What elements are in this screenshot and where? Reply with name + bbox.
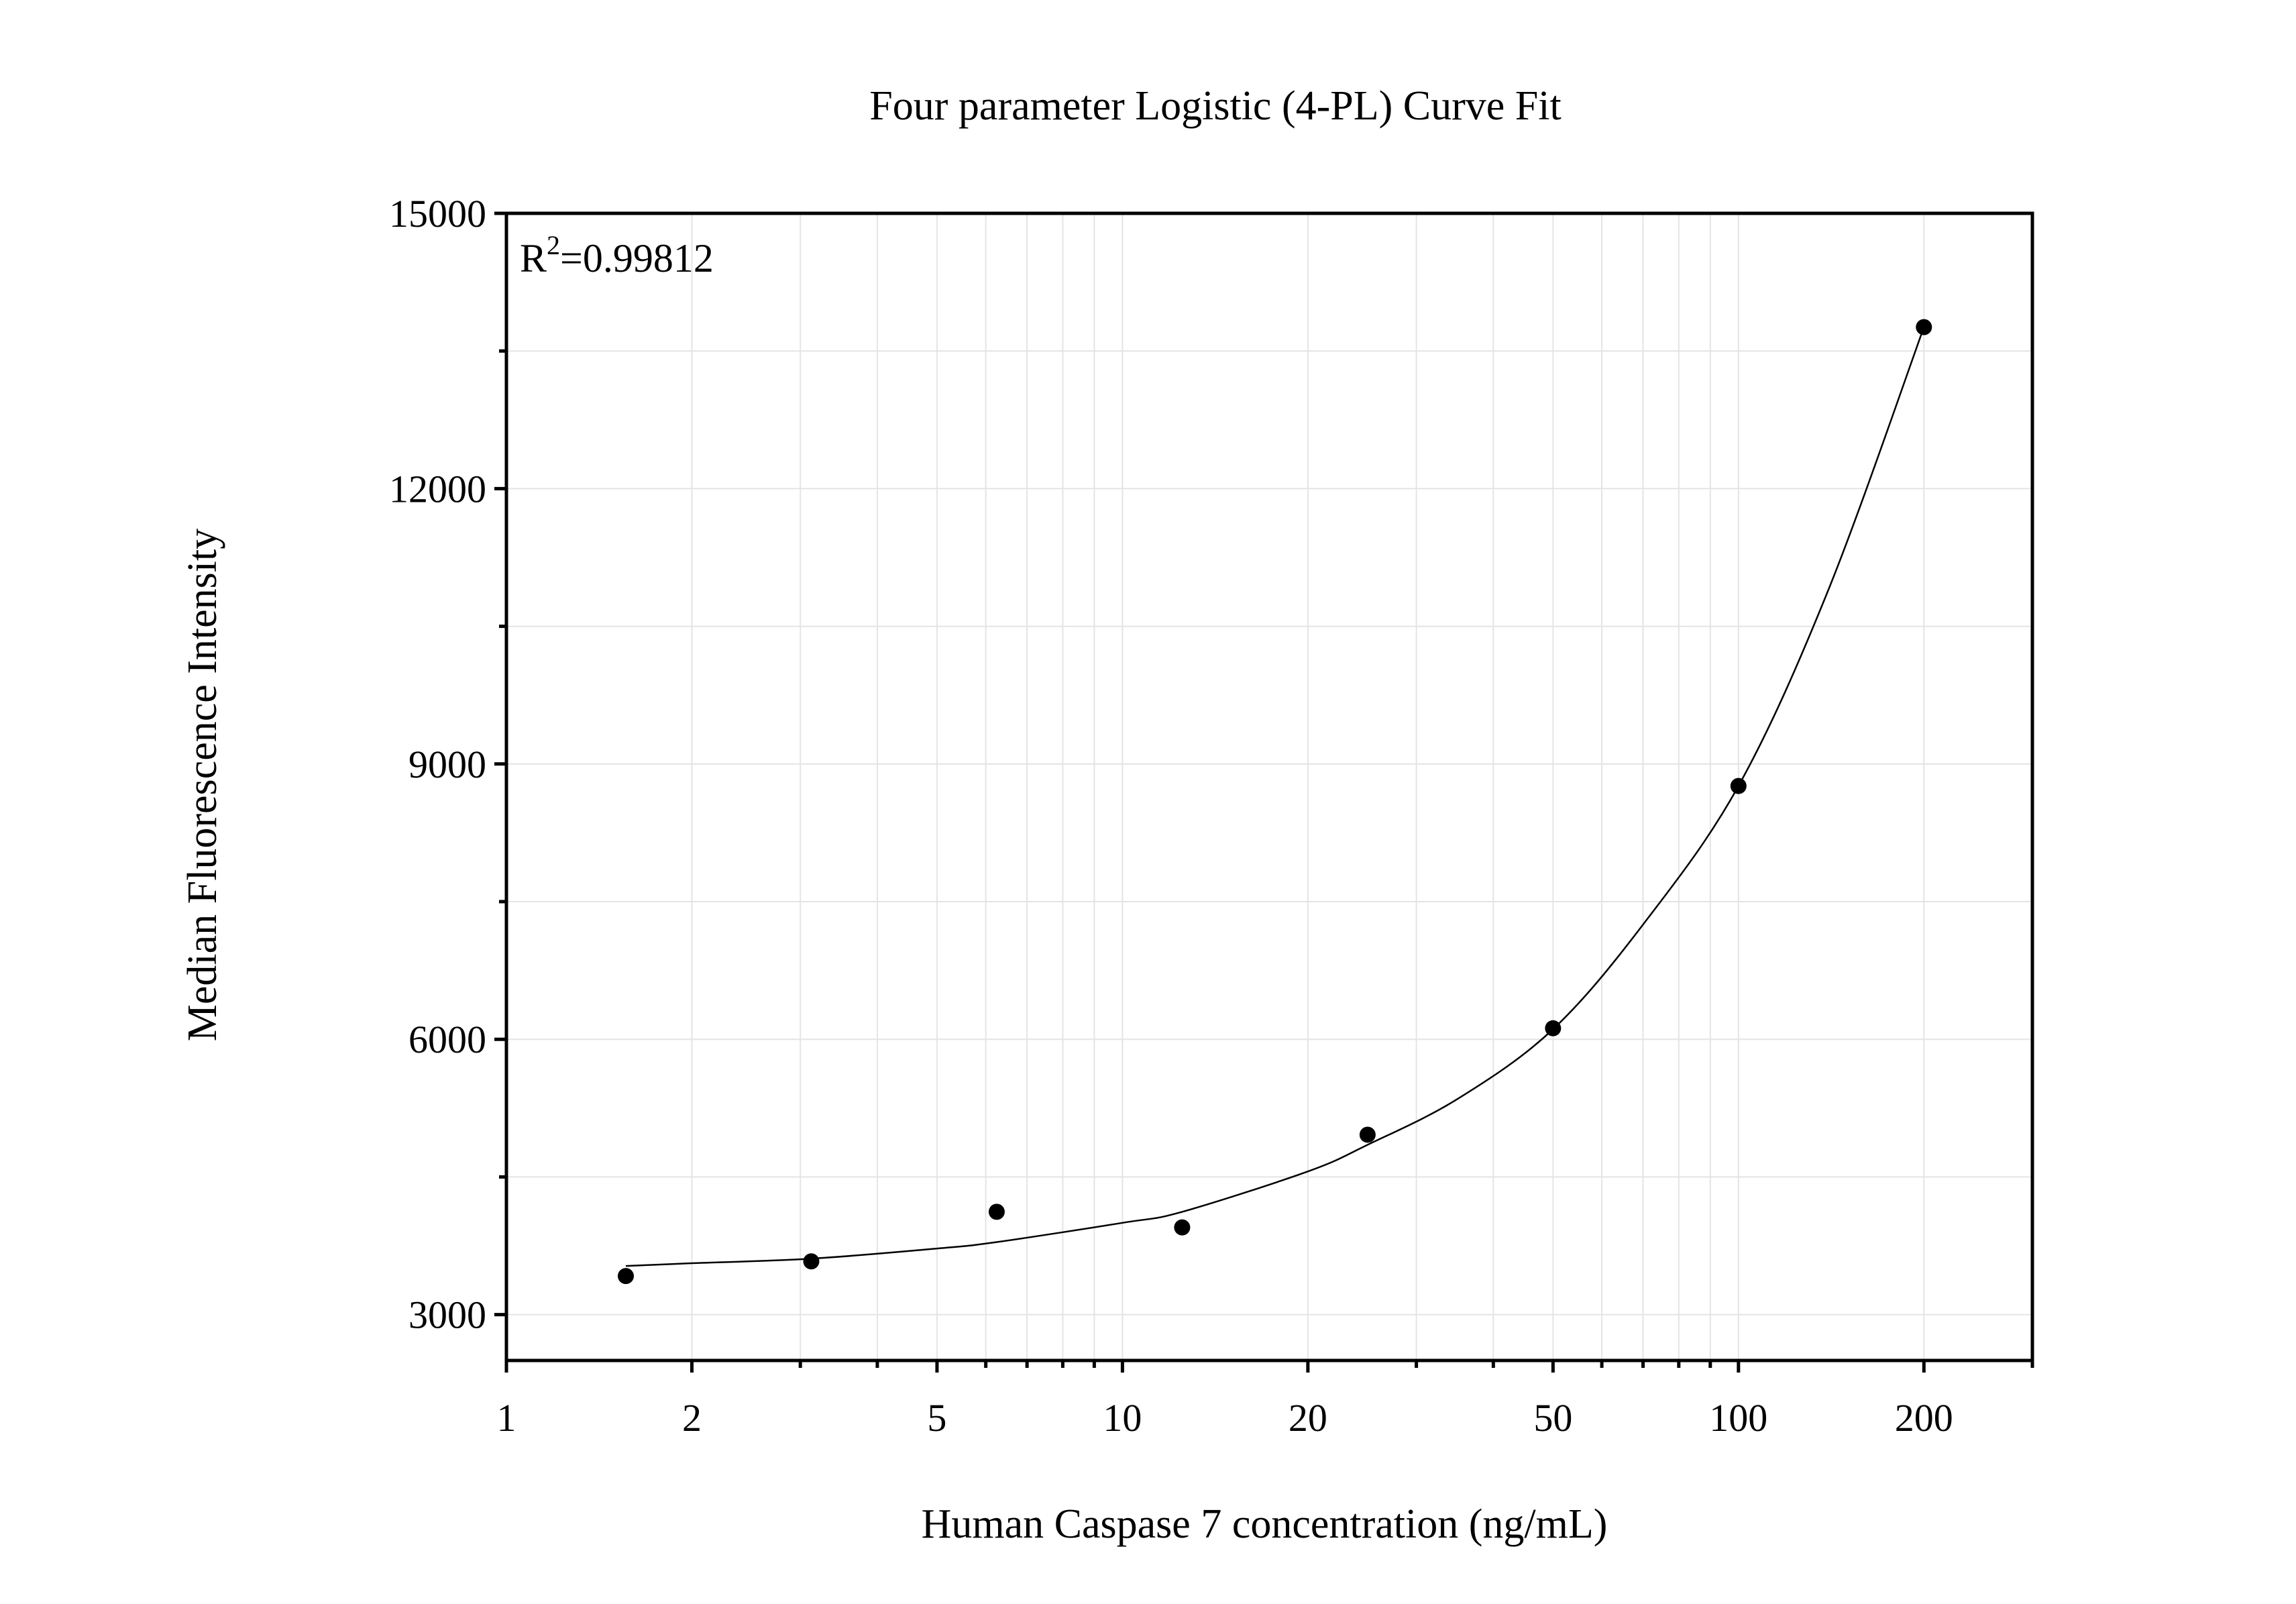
y-tick-labels: 3000 6000 9000 12000 15000	[389, 192, 486, 1337]
r-squared-annotation: R2=0.99812	[520, 230, 714, 280]
x-tick-labels: 1 2 5 10 20 50 100 200	[497, 1396, 1953, 1440]
x-tick-label: 2	[682, 1396, 702, 1440]
x-tick-label: 5	[927, 1396, 946, 1440]
data-point	[1730, 778, 1747, 794]
x-tick-label: 100	[1709, 1396, 1767, 1440]
r-squared-superscript: 2	[547, 230, 560, 260]
x-tick-label: 20	[1289, 1396, 1327, 1440]
grid-lines	[506, 213, 2033, 1360]
x-tick-label: 1	[497, 1396, 516, 1440]
x-axis-title: Human Caspase 7 concentration (ng/mL)	[922, 1501, 1608, 1547]
y-axis-title: Median Fluorescence Intensity	[180, 529, 225, 1041]
y-tick-label: 3000	[408, 1293, 486, 1337]
plot-frame	[504, 211, 2034, 1362]
x-tick-label: 10	[1103, 1396, 1142, 1440]
chart-title: Four parameter Logistic (4-PL) Curve Fit	[869, 83, 1561, 129]
data-point	[1174, 1219, 1191, 1236]
data-point	[1916, 319, 1932, 335]
r-squared-base: R	[520, 236, 547, 280]
y-tick-label: 12000	[389, 467, 486, 511]
data-point	[988, 1204, 1005, 1220]
y-tick-label: 6000	[408, 1018, 486, 1061]
data-points	[618, 319, 1932, 1285]
data-point	[803, 1253, 820, 1270]
y-tick-label: 15000	[389, 192, 486, 235]
axis-ticks	[494, 211, 2034, 1373]
data-point	[618, 1268, 635, 1285]
x-tick-label: 200	[1895, 1396, 1953, 1440]
data-point	[1545, 1020, 1562, 1036]
fit-curve	[625, 327, 1925, 1267]
r-squared-value: =0.99812	[560, 236, 714, 280]
x-tick-label: 50	[1533, 1396, 1572, 1440]
y-tick-label: 9000	[408, 743, 486, 786]
data-point	[1359, 1126, 1376, 1143]
